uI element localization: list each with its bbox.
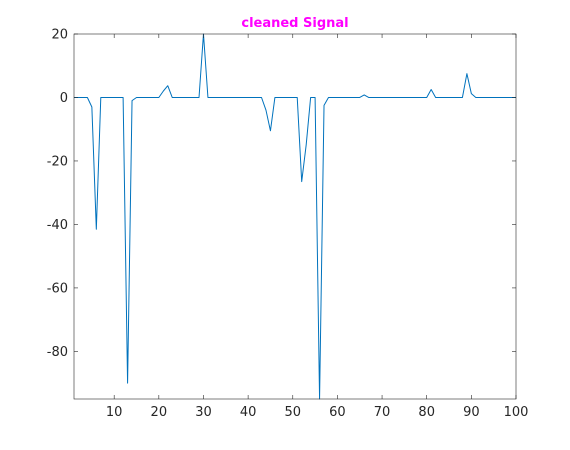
- plot-background: [74, 34, 516, 399]
- y-tick-label: -40: [47, 218, 68, 233]
- series-layer: [74, 33, 516, 400]
- x-tick-label: 20: [151, 405, 168, 420]
- x-axis: 10 20 30 40 50 60 70 80 90 100: [106, 34, 529, 420]
- x-tick-label: 70: [374, 405, 391, 420]
- x-tick-label: 80: [418, 405, 435, 420]
- plot-frame: [73, 33, 517, 400]
- x-tick-label: 90: [463, 405, 480, 420]
- x-tick-label: 10: [106, 405, 123, 420]
- x-tick-label: 40: [240, 405, 257, 420]
- x-tick-label: 50: [284, 405, 301, 420]
- x-tick-label: 60: [329, 405, 346, 420]
- y-tick-label: 20: [51, 28, 68, 43]
- y-axis: 20 0 -20 -40 -60 -80: [47, 28, 516, 360]
- y-tick-label: 0: [60, 91, 68, 106]
- y-tick-label: -20: [47, 154, 68, 169]
- chart-title: cleaned Signal: [241, 16, 348, 31]
- y-tick-label: -60: [47, 281, 68, 296]
- x-tick-label: 100: [504, 405, 529, 420]
- x-tick-label: 30: [195, 405, 212, 420]
- series-line-0: [74, 33, 516, 400]
- y-tick-label: -80: [47, 345, 68, 360]
